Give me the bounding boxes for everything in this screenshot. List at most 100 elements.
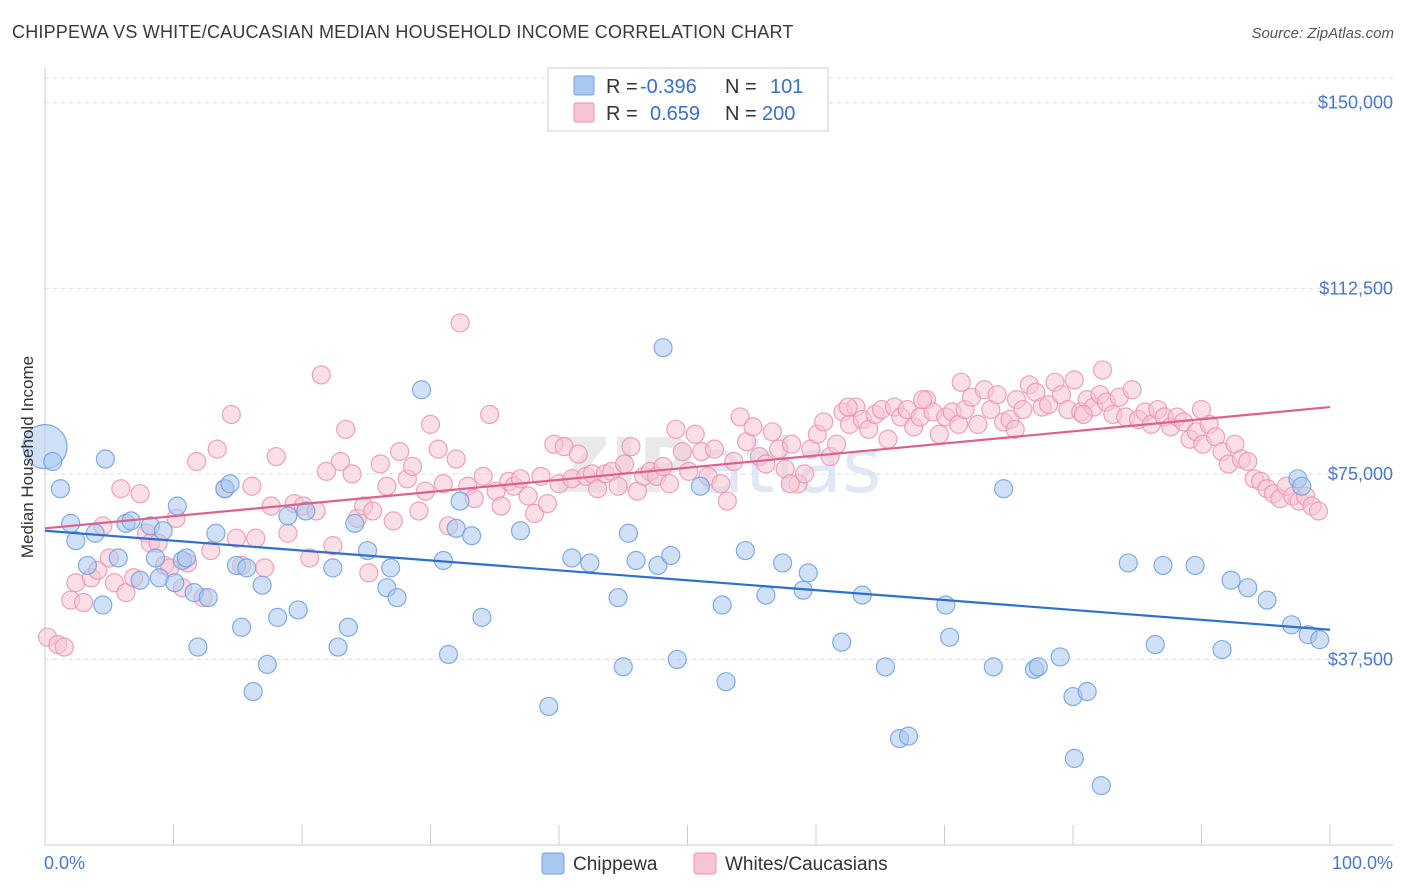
white-point bbox=[537, 493, 558, 514]
white-point bbox=[878, 429, 898, 449]
white-point bbox=[316, 461, 337, 481]
chart-title: CHIPPEWA VS WHITE/CAUCASIAN MEDIAN HOUSE… bbox=[12, 22, 794, 42]
chippewa-point bbox=[66, 531, 86, 551]
white-point bbox=[1038, 394, 1059, 415]
chippewa-point bbox=[1050, 647, 1070, 667]
white-point bbox=[724, 451, 744, 472]
white-point bbox=[266, 446, 286, 467]
x-tick-label-min: 0.0% bbox=[44, 853, 85, 873]
white-point bbox=[363, 501, 383, 521]
bottom-legend-swatch-chippewa bbox=[541, 852, 565, 875]
bottom-legend-label-whites: Whites/Caucasians bbox=[725, 854, 888, 875]
chippewa-point bbox=[198, 587, 218, 608]
white-point bbox=[711, 474, 731, 494]
chippewa-point bbox=[188, 637, 208, 657]
legend-swatch-chippewa bbox=[573, 75, 595, 96]
bottom-legend: Chippewa Whites/Caucasians bbox=[541, 852, 888, 875]
chippewa-point bbox=[206, 523, 226, 543]
chippewa-point bbox=[252, 575, 272, 595]
chippewa-point bbox=[338, 617, 358, 637]
chippewa-point bbox=[1292, 476, 1312, 496]
white-point bbox=[54, 637, 74, 657]
white-point bbox=[201, 540, 221, 561]
chippewa-point bbox=[130, 570, 150, 590]
white-point bbox=[762, 422, 782, 442]
white-point bbox=[342, 464, 362, 484]
chippewa-point bbox=[145, 548, 166, 568]
legend-frame bbox=[547, 67, 829, 132]
white-point bbox=[409, 501, 429, 521]
chippewa-point bbox=[220, 474, 240, 494]
white-point bbox=[653, 456, 673, 477]
chippewa-point bbox=[667, 649, 687, 670]
white-point bbox=[207, 439, 227, 459]
white-point bbox=[330, 451, 351, 472]
white-point bbox=[187, 451, 207, 472]
legend-r-label-chippewa: R = bbox=[606, 76, 638, 98]
chippewa-point bbox=[296, 501, 316, 521]
white-point bbox=[420, 414, 441, 434]
chippewa-point bbox=[648, 555, 668, 576]
chippewa-point bbox=[1212, 639, 1232, 660]
chippewa-point bbox=[43, 451, 63, 472]
chippewa-point bbox=[243, 681, 263, 702]
white-point bbox=[255, 558, 275, 578]
chippewa-point bbox=[411, 380, 432, 400]
chippewa-point bbox=[1257, 590, 1277, 610]
chippewa-point bbox=[77, 555, 98, 576]
bottom-legend-label-chippewa: Chippewa bbox=[573, 854, 658, 875]
white-point bbox=[568, 444, 588, 464]
white-point bbox=[221, 404, 241, 425]
white-point bbox=[116, 583, 136, 603]
white-point bbox=[1122, 380, 1142, 400]
chippewa-point bbox=[510, 521, 531, 541]
chippewa-point bbox=[1064, 748, 1084, 769]
chippewa-point bbox=[446, 518, 466, 538]
chippewa-point bbox=[288, 600, 308, 620]
chippewa-point bbox=[345, 513, 365, 533]
chippewa-point bbox=[875, 657, 895, 677]
chippewa-point bbox=[772, 553, 793, 573]
chippewa-point bbox=[387, 587, 407, 608]
white-point bbox=[987, 385, 1007, 405]
white-point bbox=[685, 424, 705, 444]
y-axis-title: Median Household Income bbox=[18, 356, 37, 558]
chippewa-point bbox=[1077, 681, 1097, 702]
white-point bbox=[704, 439, 725, 459]
chippewa-point bbox=[983, 657, 1003, 677]
chippewa-point bbox=[1281, 615, 1302, 635]
white-point bbox=[73, 592, 94, 613]
white-point bbox=[480, 404, 500, 425]
chippewa-point bbox=[328, 637, 348, 657]
white-point bbox=[242, 476, 262, 496]
white-point bbox=[1013, 399, 1033, 420]
chippewa-point bbox=[108, 548, 128, 568]
white-point bbox=[913, 390, 933, 410]
chippewa-point bbox=[176, 548, 196, 568]
chippewa-point bbox=[735, 540, 755, 561]
white-point bbox=[666, 419, 686, 439]
white-point bbox=[794, 464, 815, 484]
white-point bbox=[1064, 370, 1084, 390]
white-point bbox=[428, 439, 448, 459]
white-point bbox=[359, 563, 379, 583]
white-point bbox=[781, 434, 802, 454]
chippewa-point bbox=[562, 548, 582, 568]
chippewa-point bbox=[539, 696, 559, 717]
legend-box: R = -0.396 N = 101 R = 0.659 N = 200 bbox=[547, 67, 829, 132]
chippewa-point bbox=[1238, 578, 1258, 598]
y-tick-label: $112,500 bbox=[1319, 278, 1393, 298]
legend-n-label-whites: N = bbox=[725, 103, 757, 125]
chippewa-point bbox=[167, 496, 187, 516]
chippewa-point bbox=[690, 476, 710, 496]
chippewa-point bbox=[381, 558, 401, 578]
y-tick-label: $75,000 bbox=[1328, 464, 1393, 484]
white-point bbox=[402, 456, 423, 477]
white-point bbox=[518, 486, 538, 506]
trend-line-chippewa bbox=[44, 529, 1331, 631]
white-point bbox=[278, 523, 298, 543]
white-point bbox=[672, 442, 692, 462]
chippewa-point bbox=[832, 632, 852, 652]
chippewa-point bbox=[153, 521, 173, 541]
